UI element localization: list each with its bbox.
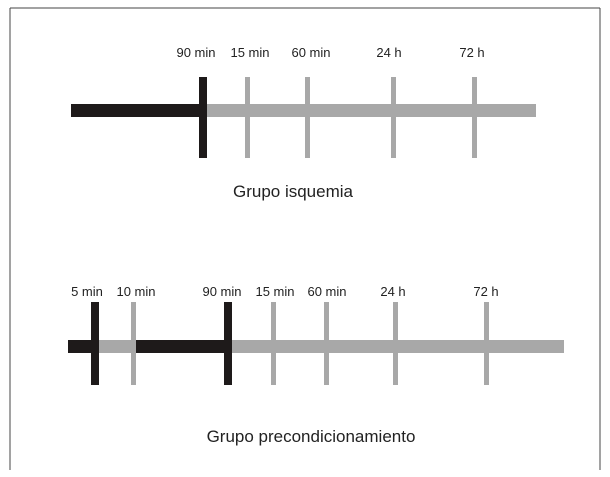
precond-tick-10min [131,302,136,385]
isquemia-tick-72h [472,77,477,158]
precond-ischemia-bar-2 [135,340,231,353]
precond-label-10min: 10 min [116,284,155,299]
isquemia-label-72h: 72 h [459,45,484,60]
precond-label-90min: 90 min [202,284,241,299]
isquemia-label-60min: 60 min [291,45,330,60]
precond-label-5min: 5 min [71,284,103,299]
precond-ischemia-bar-1 [68,340,97,353]
isquemia-tick-90min [199,77,207,158]
isquemia-tick-15min [245,77,250,158]
precond-tick-72h [484,302,489,385]
precond-label-72h: 72 h [473,284,498,299]
isquemia-ischemia-bar [71,104,205,117]
isquemia-label-15min: 15 min [230,45,269,60]
precond-tick-15min [271,302,276,385]
isquemia-reperfusion-bar [203,104,536,117]
isquemia-title: Grupo isquemia [233,182,354,201]
precond-label-60min: 60 min [307,284,346,299]
isquemia-tick-60min [305,77,310,158]
group-precondicionamiento: 5 min 10 min 90 min 15 min 60 min 24 h 7… [68,284,564,446]
group-isquemia: 90 min 15 min 60 min 24 h 72 h Grupo isq… [71,45,536,201]
isquemia-label-24h: 24 h [376,45,401,60]
precond-tick-60min [324,302,329,385]
precond-title: Grupo precondicionamiento [207,427,416,446]
precond-tick-5min [91,302,99,385]
precond-tick-90min [224,302,232,385]
isquemia-tick-24h [391,77,396,158]
precond-tick-24h [393,302,398,385]
precond-label-24h: 24 h [380,284,405,299]
precond-label-15min: 15 min [255,284,294,299]
isquemia-label-90min: 90 min [176,45,215,60]
